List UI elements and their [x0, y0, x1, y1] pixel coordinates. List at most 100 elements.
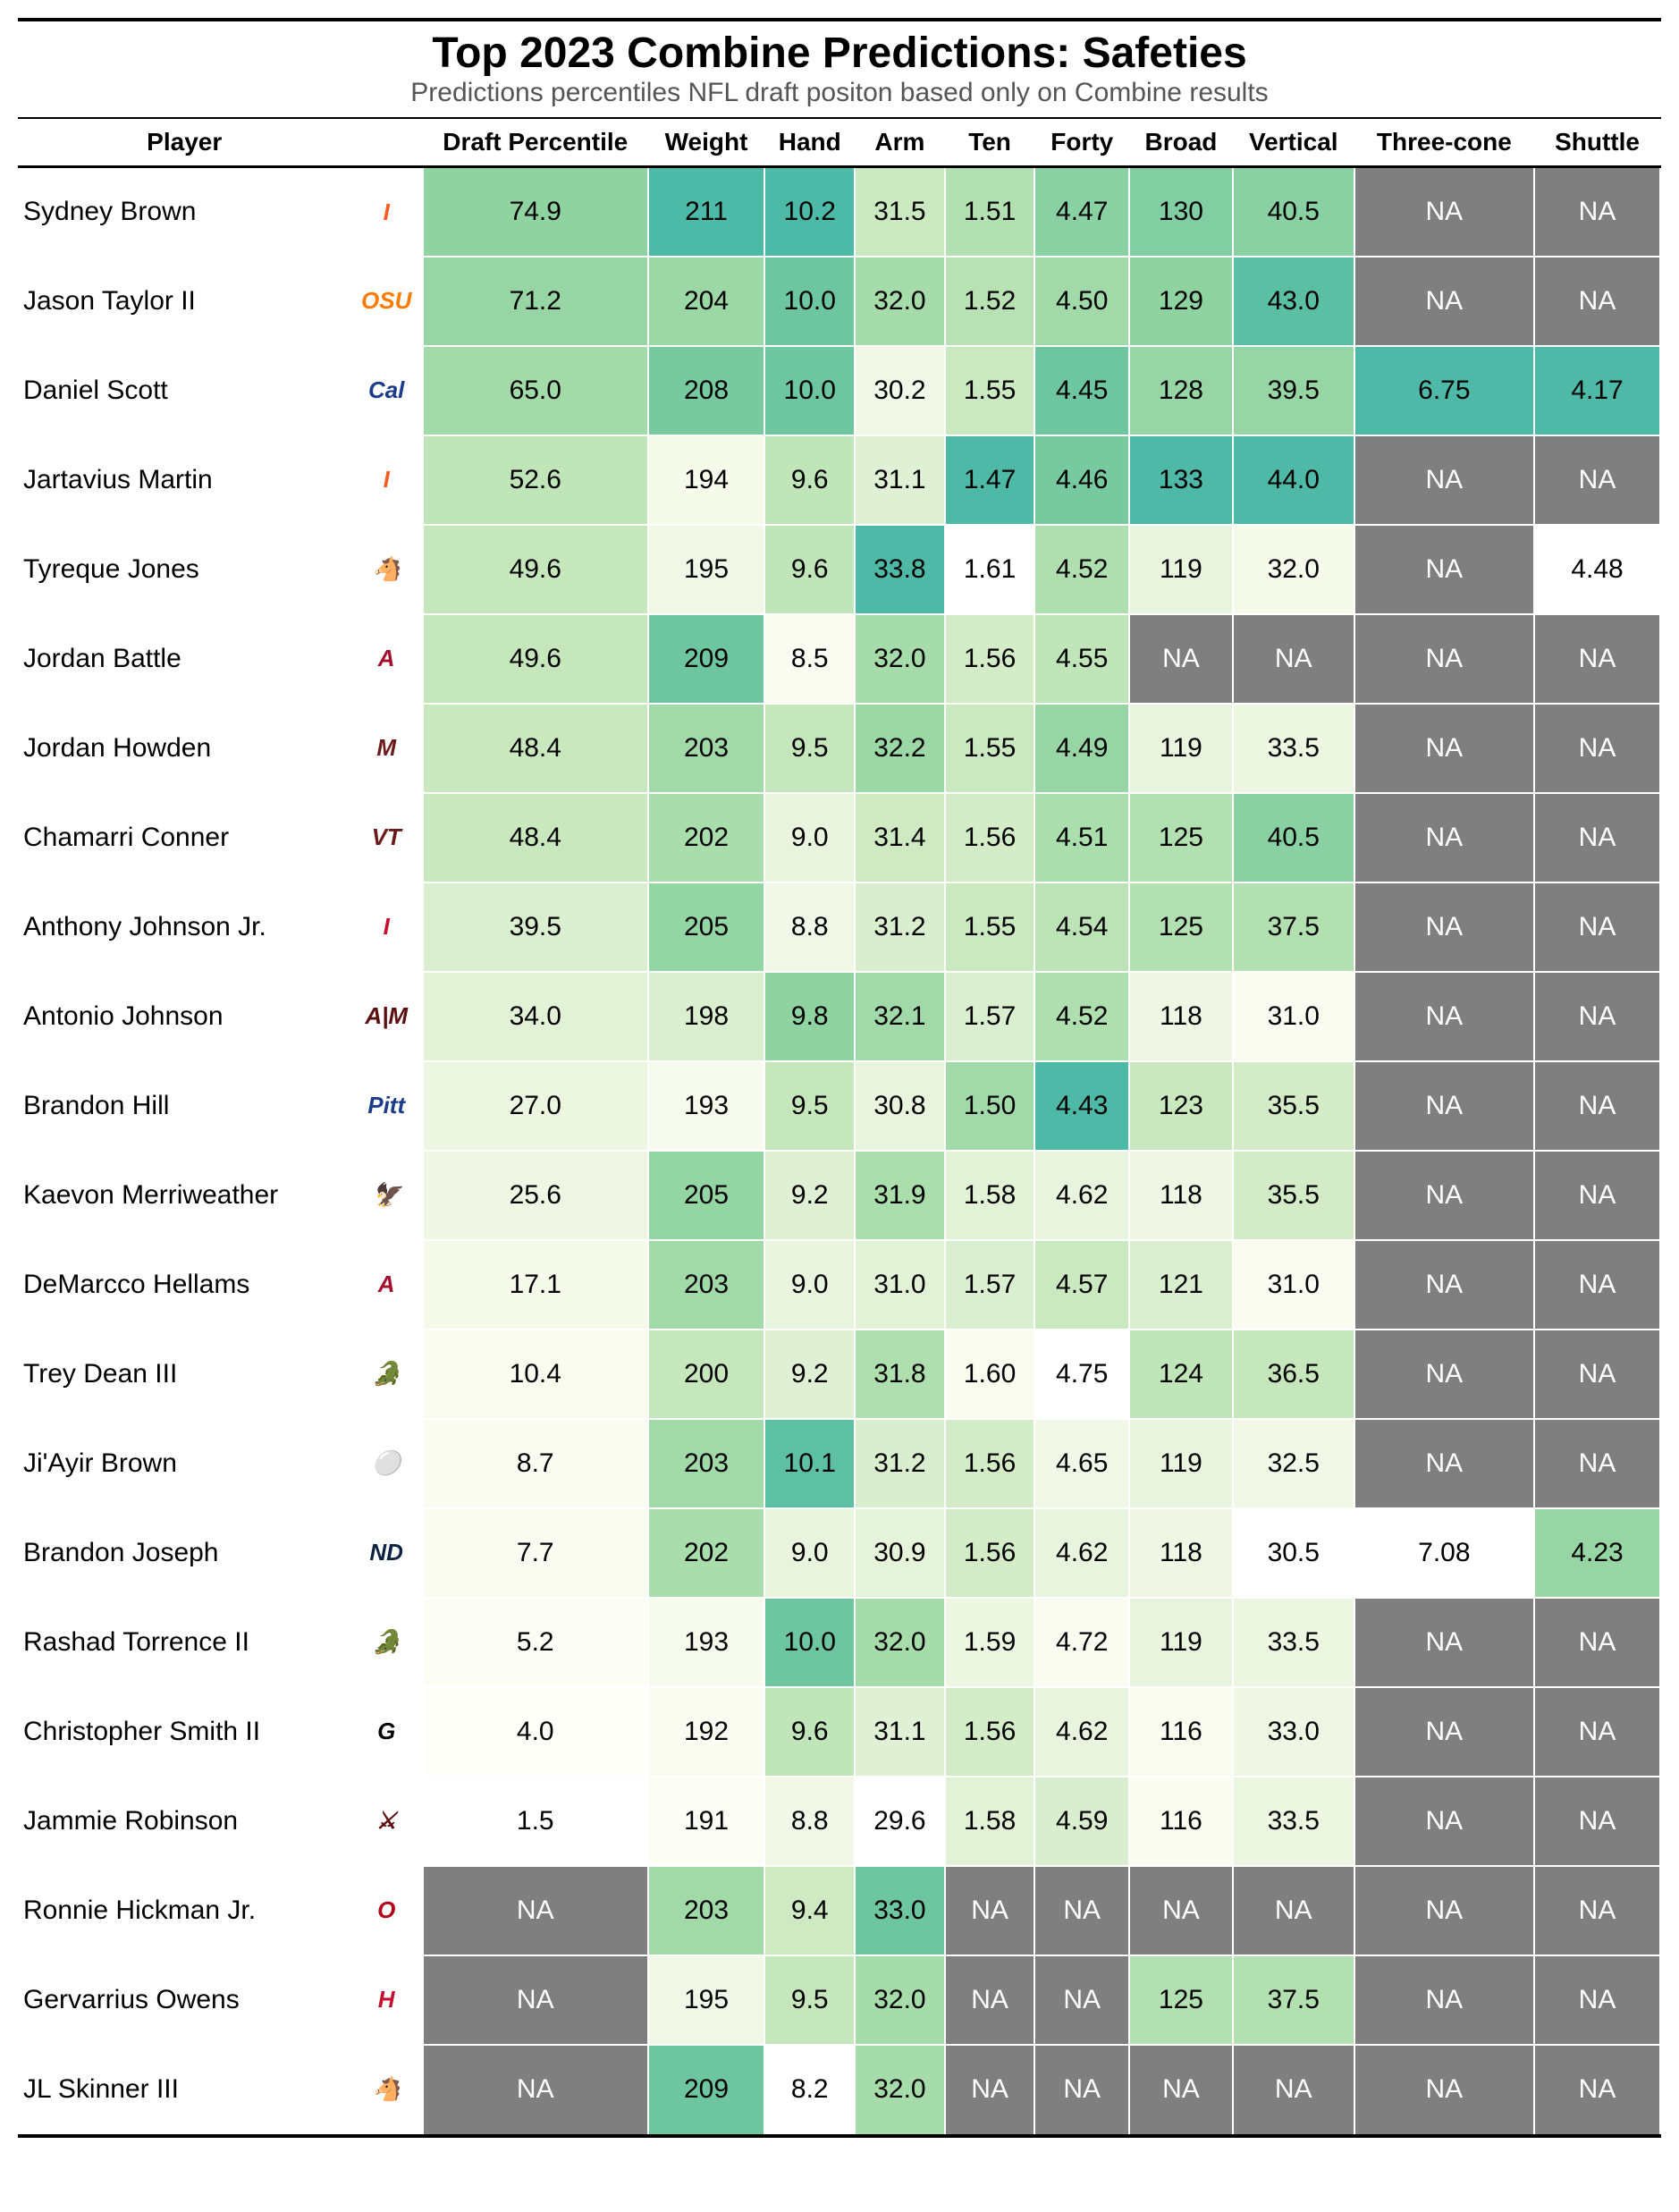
- cell-vertical: 40.5: [1233, 793, 1354, 882]
- table-row: Gervarrius OwensHNA1959.532.0NANA12537.5…: [18, 1955, 1660, 2045]
- cell-arm: 31.8: [855, 1330, 945, 1419]
- cell-draft: 71.2: [423, 257, 648, 346]
- cell-arm: 31.4: [855, 793, 945, 882]
- player-name: Brandon Joseph: [18, 1508, 350, 1598]
- cell-arm: 30.9: [855, 1508, 945, 1598]
- cell-threecone: NA: [1354, 257, 1534, 346]
- cell-threecone: NA: [1354, 1061, 1534, 1151]
- cell-vertical: 37.5: [1233, 1955, 1354, 2045]
- cell-arm: 32.2: [855, 704, 945, 793]
- cell-weight: 211: [648, 167, 765, 257]
- cell-broad: 116: [1129, 1687, 1233, 1777]
- team-logo: 🐊: [350, 1330, 423, 1419]
- cell-arm: 31.1: [855, 1687, 945, 1777]
- cell-arm: 31.2: [855, 882, 945, 972]
- table-row: Brandon HillPitt27.01939.530.81.504.4312…: [18, 1061, 1660, 1151]
- cell-forty: 4.55: [1034, 614, 1129, 704]
- col-header-ten: Ten: [945, 119, 1035, 167]
- cell-hand: 9.5: [764, 1061, 855, 1151]
- player-name: Rashad Torrence II: [18, 1598, 350, 1687]
- cell-weight: 202: [648, 793, 765, 882]
- team-logo: Cal: [350, 346, 423, 435]
- cell-shuttle: NA: [1534, 1240, 1660, 1330]
- cell-threecone: NA: [1354, 1151, 1534, 1240]
- cell-forty: 4.52: [1034, 972, 1129, 1061]
- cell-draft: 52.6: [423, 435, 648, 525]
- cell-vertical: 32.0: [1233, 525, 1354, 614]
- page-subtitle: Predictions percentiles NFL draft posito…: [18, 78, 1661, 119]
- team-logo: G: [350, 1687, 423, 1777]
- cell-weight: 209: [648, 2045, 765, 2134]
- cell-draft: NA: [423, 2045, 648, 2134]
- cell-draft: 48.4: [423, 793, 648, 882]
- cell-threecone: 6.75: [1354, 346, 1534, 435]
- cell-broad: 119: [1129, 1419, 1233, 1508]
- team-logo: I: [350, 167, 423, 257]
- cell-vertical: NA: [1233, 2045, 1354, 2134]
- cell-draft: NA: [423, 1955, 648, 2045]
- cell-broad: 129: [1129, 257, 1233, 346]
- cell-arm: 33.0: [855, 1866, 945, 1955]
- table-row: Jammie Robinson⚔1.51918.829.61.584.59116…: [18, 1777, 1660, 1866]
- player-name: Ronnie Hickman Jr.: [18, 1866, 350, 1955]
- cell-forty: 4.52: [1034, 525, 1129, 614]
- cell-hand: 9.4: [764, 1866, 855, 1955]
- cell-shuttle: NA: [1534, 2045, 1660, 2134]
- cell-vertical: 35.5: [1233, 1061, 1354, 1151]
- player-name: Sydney Brown: [18, 167, 350, 257]
- cell-shuttle: NA: [1534, 435, 1660, 525]
- table-row: Trey Dean III🐊10.42009.231.81.604.751243…: [18, 1330, 1660, 1419]
- cell-broad: 116: [1129, 1777, 1233, 1866]
- cell-weight: 209: [648, 614, 765, 704]
- cell-arm: 32.0: [855, 257, 945, 346]
- cell-weight: 191: [648, 1777, 765, 1866]
- cell-arm: 30.8: [855, 1061, 945, 1151]
- team-logo: 🐴: [350, 2045, 423, 2134]
- cell-broad: 133: [1129, 435, 1233, 525]
- cell-ten: 1.56: [945, 1508, 1035, 1598]
- cell-shuttle: NA: [1534, 1955, 1660, 2045]
- cell-weight: 204: [648, 257, 765, 346]
- cell-forty: 4.47: [1034, 167, 1129, 257]
- table-row: Brandon JosephND7.72029.030.91.564.62118…: [18, 1508, 1660, 1598]
- cell-weight: 203: [648, 1419, 765, 1508]
- cell-shuttle: NA: [1534, 882, 1660, 972]
- cell-hand: 9.6: [764, 1687, 855, 1777]
- cell-ten: 1.56: [945, 614, 1035, 704]
- cell-forty: 4.46: [1034, 435, 1129, 525]
- cell-arm: 30.2: [855, 346, 945, 435]
- cell-draft: 7.7: [423, 1508, 648, 1598]
- col-header-weight: Weight: [648, 119, 765, 167]
- cell-hand: 10.1: [764, 1419, 855, 1508]
- cell-weight: 203: [648, 1866, 765, 1955]
- cell-forty: 4.45: [1034, 346, 1129, 435]
- col-header-broad: Broad: [1129, 119, 1233, 167]
- cell-weight: 194: [648, 435, 765, 525]
- cell-draft: 34.0: [423, 972, 648, 1061]
- cell-hand: 10.0: [764, 1598, 855, 1687]
- cell-shuttle: NA: [1534, 1687, 1660, 1777]
- table-row: Chamarri ConnerVT48.42029.031.41.564.511…: [18, 793, 1660, 882]
- cell-threecone: NA: [1354, 1419, 1534, 1508]
- team-logo: H: [350, 1955, 423, 2045]
- cell-ten: 1.61: [945, 525, 1035, 614]
- cell-ten: 1.59: [945, 1598, 1035, 1687]
- cell-hand: 9.6: [764, 525, 855, 614]
- cell-vertical: 36.5: [1233, 1330, 1354, 1419]
- cell-arm: 31.9: [855, 1151, 945, 1240]
- cell-forty: 4.51: [1034, 793, 1129, 882]
- cell-broad: 125: [1129, 793, 1233, 882]
- cell-ten: 1.58: [945, 1151, 1035, 1240]
- cell-shuttle: NA: [1534, 1151, 1660, 1240]
- cell-weight: 203: [648, 1240, 765, 1330]
- cell-ten: 1.55: [945, 346, 1035, 435]
- cell-threecone: NA: [1354, 2045, 1534, 2134]
- cell-vertical: 40.5: [1233, 167, 1354, 257]
- cell-draft: 4.0: [423, 1687, 648, 1777]
- team-logo: 🦅: [350, 1151, 423, 1240]
- cell-threecone: NA: [1354, 1777, 1534, 1866]
- cell-vertical: 33.5: [1233, 1598, 1354, 1687]
- cell-threecone: NA: [1354, 704, 1534, 793]
- page-title: Top 2023 Combine Predictions: Safeties: [18, 21, 1661, 78]
- cell-broad: NA: [1129, 2045, 1233, 2134]
